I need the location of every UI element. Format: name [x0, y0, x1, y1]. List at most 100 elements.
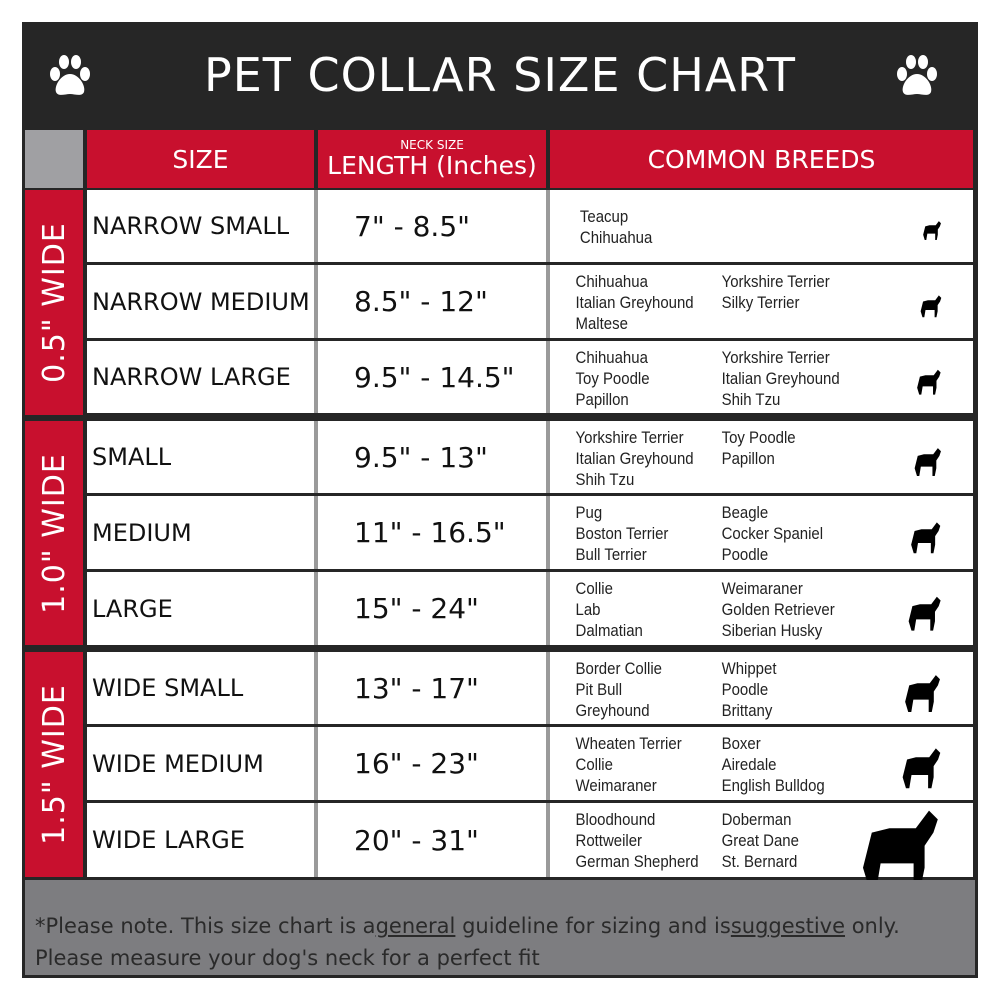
breed-name: German Shepherd [575, 852, 699, 871]
length-cell: 16" - 23" [354, 747, 479, 780]
footer-text: guideline for sizing and is [455, 914, 731, 938]
breeds-column-2: Yorkshire Terrier Italian Greyhound Shih T… [722, 347, 840, 410]
length-cell: 8.5" - 12" [354, 285, 488, 318]
dog-silhouette-icon [863, 810, 938, 890]
divider [314, 265, 318, 338]
table-row: WIDE LARGE 20" - 31" Bloodhound Rottweile… [87, 803, 973, 890]
group-label-0.5-wide: 0.5" WIDE [25, 190, 83, 415]
breed-name: Poodle [721, 680, 769, 699]
breeds-column-1: Wheaten Terrier Collie Weimaraner [576, 733, 682, 796]
footer-note: *Please note. This size chart is agenera… [25, 880, 975, 975]
footer-text: only. [845, 914, 900, 938]
group-text: 1.0" WIDE [36, 452, 72, 614]
table-row: WIDE SMALL 13" - 17" Border Collie Pit Bu… [87, 652, 973, 724]
breeds-column-2: Toy Poodle Papillon [722, 427, 796, 469]
breed-name: Papillon [721, 449, 775, 468]
breed-name: Chihuahua [579, 228, 653, 247]
divider [314, 572, 318, 645]
group-label-1.0-wide: 1.0" WIDE [25, 421, 83, 645]
dog-silhouette-icon [908, 596, 941, 631]
breed-name: Weimaraner [721, 579, 803, 598]
breeds-column-2: Whippet Poodle Brittany [722, 658, 777, 721]
header-neck-size-label: NECK SIZE [400, 137, 464, 152]
dog-silhouette-icon [923, 221, 941, 240]
size-cell: WIDE MEDIUM [92, 749, 264, 778]
breed-name: Yorkshire Terrier [721, 348, 830, 367]
breeds-column-1: Pug Boston Terrier Bull Terrier [576, 502, 669, 565]
breed-name: Rottweiler [575, 831, 643, 850]
header-breeds-label: COMMON BREEDS [647, 144, 876, 174]
breed-name: Collie [575, 579, 613, 598]
breed-name: Wheaten Terrier [575, 734, 682, 753]
table-row: WIDE MEDIUM 16" - 23" Wheaten Terrier Col… [87, 727, 973, 800]
group-text: 1.5" WIDE [36, 684, 72, 845]
breeds-cell: Bloodhound Rottweiler German Shepherd Dobe… [550, 803, 922, 877]
table-row: SMALL 9.5" - 13" Yorkshire Terrier Italia… [87, 421, 973, 493]
divider [546, 727, 550, 800]
breed-name: Poodle [721, 545, 769, 564]
breed-name: St. Bernard [721, 852, 798, 871]
breed-name: Lab [575, 600, 601, 619]
dog-silhouette-icon [917, 369, 941, 395]
breeds-column-2: Yorkshire Terrier Silky Terrier [722, 271, 830, 313]
group-label-1.5-wide: 1.5" WIDE [25, 652, 83, 877]
breed-name: Silky Terrier [721, 293, 800, 312]
header-corner [25, 130, 83, 188]
divider [546, 421, 550, 493]
divider [546, 190, 550, 262]
size-cell: LARGE [92, 594, 173, 623]
length-cell: 15" - 24" [354, 592, 479, 625]
divider [314, 341, 318, 413]
breed-name: Chihuahua [575, 348, 648, 367]
breeds-column-2: Weimaraner Golden Retriever Siberian Husky [722, 578, 835, 641]
breed-name: Doberman [721, 810, 792, 829]
breed-name: Weimaraner [575, 776, 657, 795]
breeds-column-1: Yorkshire Terrier Italian Greyhound Shih T… [576, 427, 694, 490]
breeds-column-2: Boxer Airedale English Bulldog [722, 733, 825, 796]
breeds-column-1: Chihuahua Italian Greyhound Maltese [576, 271, 694, 334]
title-bar: PET COLLAR SIZE CHART [22, 22, 978, 128]
size-cell: WIDE SMALL [92, 674, 244, 702]
dog-silhouette-icon [920, 295, 941, 318]
breeds-column-1: Chihuahua Toy Poodle Papillon [576, 347, 650, 410]
paw-print-icon [50, 55, 90, 95]
breed-name: Pug [575, 503, 603, 522]
divider [546, 265, 550, 338]
size-cell: NARROW LARGE [92, 363, 291, 391]
divider [546, 572, 550, 645]
footer-text: *Please note. This size chart is a [35, 914, 376, 938]
breed-name: Maltese [575, 314, 628, 333]
breed-name: Great Dane [721, 831, 799, 850]
breed-name: Collie [575, 755, 613, 774]
table-row: LARGE 15" - 24" Collie Lab Dalmatian Weima… [87, 572, 973, 645]
breeds-cell: Yorkshire Terrier Italian Greyhound Shih T… [550, 421, 922, 493]
breed-name: Toy Poodle [575, 369, 650, 388]
header-size: SIZE [87, 130, 314, 188]
length-cell: 7" - 8.5" [354, 209, 471, 243]
breed-name: Italian Greyhound [721, 369, 840, 388]
breeds-cell: Pug Boston Terrier Bull Terrier Beagle Cock… [550, 496, 922, 569]
breed-name: Boxer [721, 734, 761, 753]
table-row: MEDIUM 11" - 16.5" Pug Boston Terrier Bull… [87, 496, 973, 569]
breed-name: Papillon [575, 390, 629, 409]
table-row: NARROW SMALL 7" - 8.5" Teacup Chihuahua [87, 190, 973, 262]
breed-name: Siberian Husky [721, 621, 823, 640]
header-size-label: SIZE [172, 144, 229, 174]
breed-name: Italian Greyhound [575, 293, 694, 312]
breed-name: Shih Tzu [575, 470, 635, 489]
divider [546, 652, 550, 724]
breeds-column-2: Beagle Cocker Spaniel Poodle [722, 502, 823, 565]
breed-name: Airedale [721, 755, 777, 774]
divider [314, 496, 318, 569]
breed-name: Yorkshire Terrier [575, 428, 684, 447]
length-cell: 20" - 31" [354, 823, 479, 857]
breeds-cell: Wheaten Terrier Collie Weimaraner Boxer Air… [550, 727, 922, 800]
breeds-cell: Chihuahua Italian Greyhound Maltese Yorksh… [550, 265, 922, 338]
breed-name: Golden Retriever [721, 600, 835, 619]
length-cell: 13" - 17" [354, 671, 479, 705]
size-cell: WIDE LARGE [92, 826, 245, 854]
breed-name: Pit Bull [575, 680, 623, 699]
breed-name: Cocker Spaniel [721, 524, 824, 543]
footer-line-2: Please measure your dog's neck for a per… [35, 946, 540, 970]
breeds-column-2: Doberman Great Dane St. Bernard [722, 809, 799, 872]
